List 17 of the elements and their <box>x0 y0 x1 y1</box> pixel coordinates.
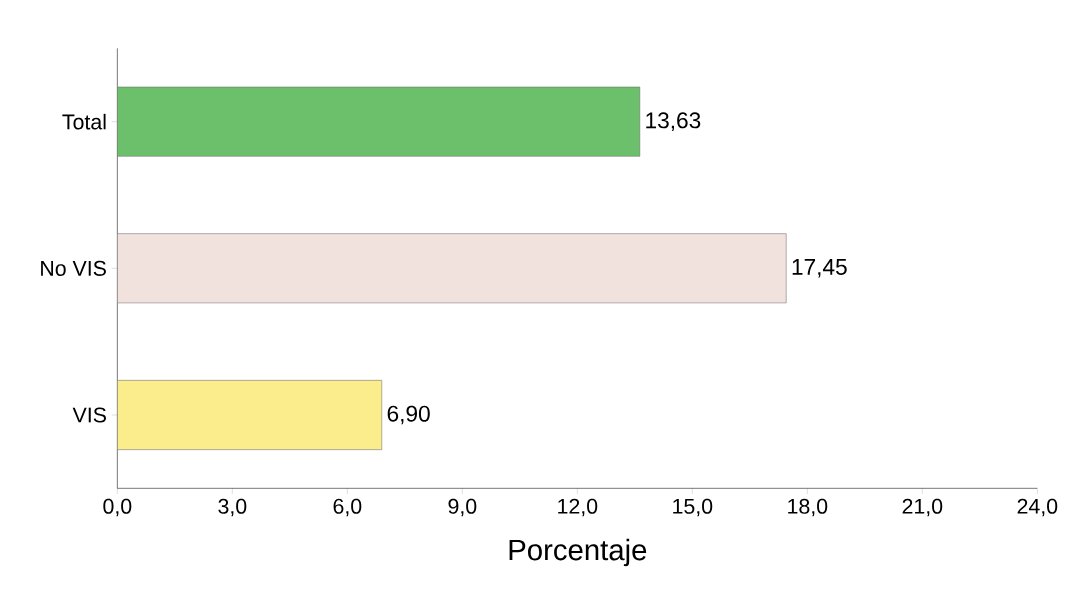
y-tick-label: No VIS <box>41 260 106 276</box>
x-tick-label: 0,0 <box>103 498 132 517</box>
x-tick-label: 15,0 <box>673 498 713 517</box>
data-label: 13,63 <box>646 112 701 132</box>
x-tick-label: 18,0 <box>788 498 828 517</box>
x-tick-label: 12,0 <box>558 498 598 517</box>
x-tick-label: 21,0 <box>902 498 943 517</box>
x-tick-label: 9,0 <box>448 498 477 517</box>
x-tick-label: 3,0 <box>218 498 247 517</box>
data-label: 17,45 <box>792 259 847 278</box>
y-tick-label: VIS <box>72 407 106 423</box>
bar <box>117 233 787 304</box>
x-axis-title: Porcentaje <box>509 538 647 567</box>
y-tick-label: Total <box>62 113 106 130</box>
x-tick-label: 6,0 <box>333 498 362 517</box>
data-label: 6,90 <box>387 405 430 425</box>
x-tick-label: 24,0 <box>1017 498 1058 517</box>
